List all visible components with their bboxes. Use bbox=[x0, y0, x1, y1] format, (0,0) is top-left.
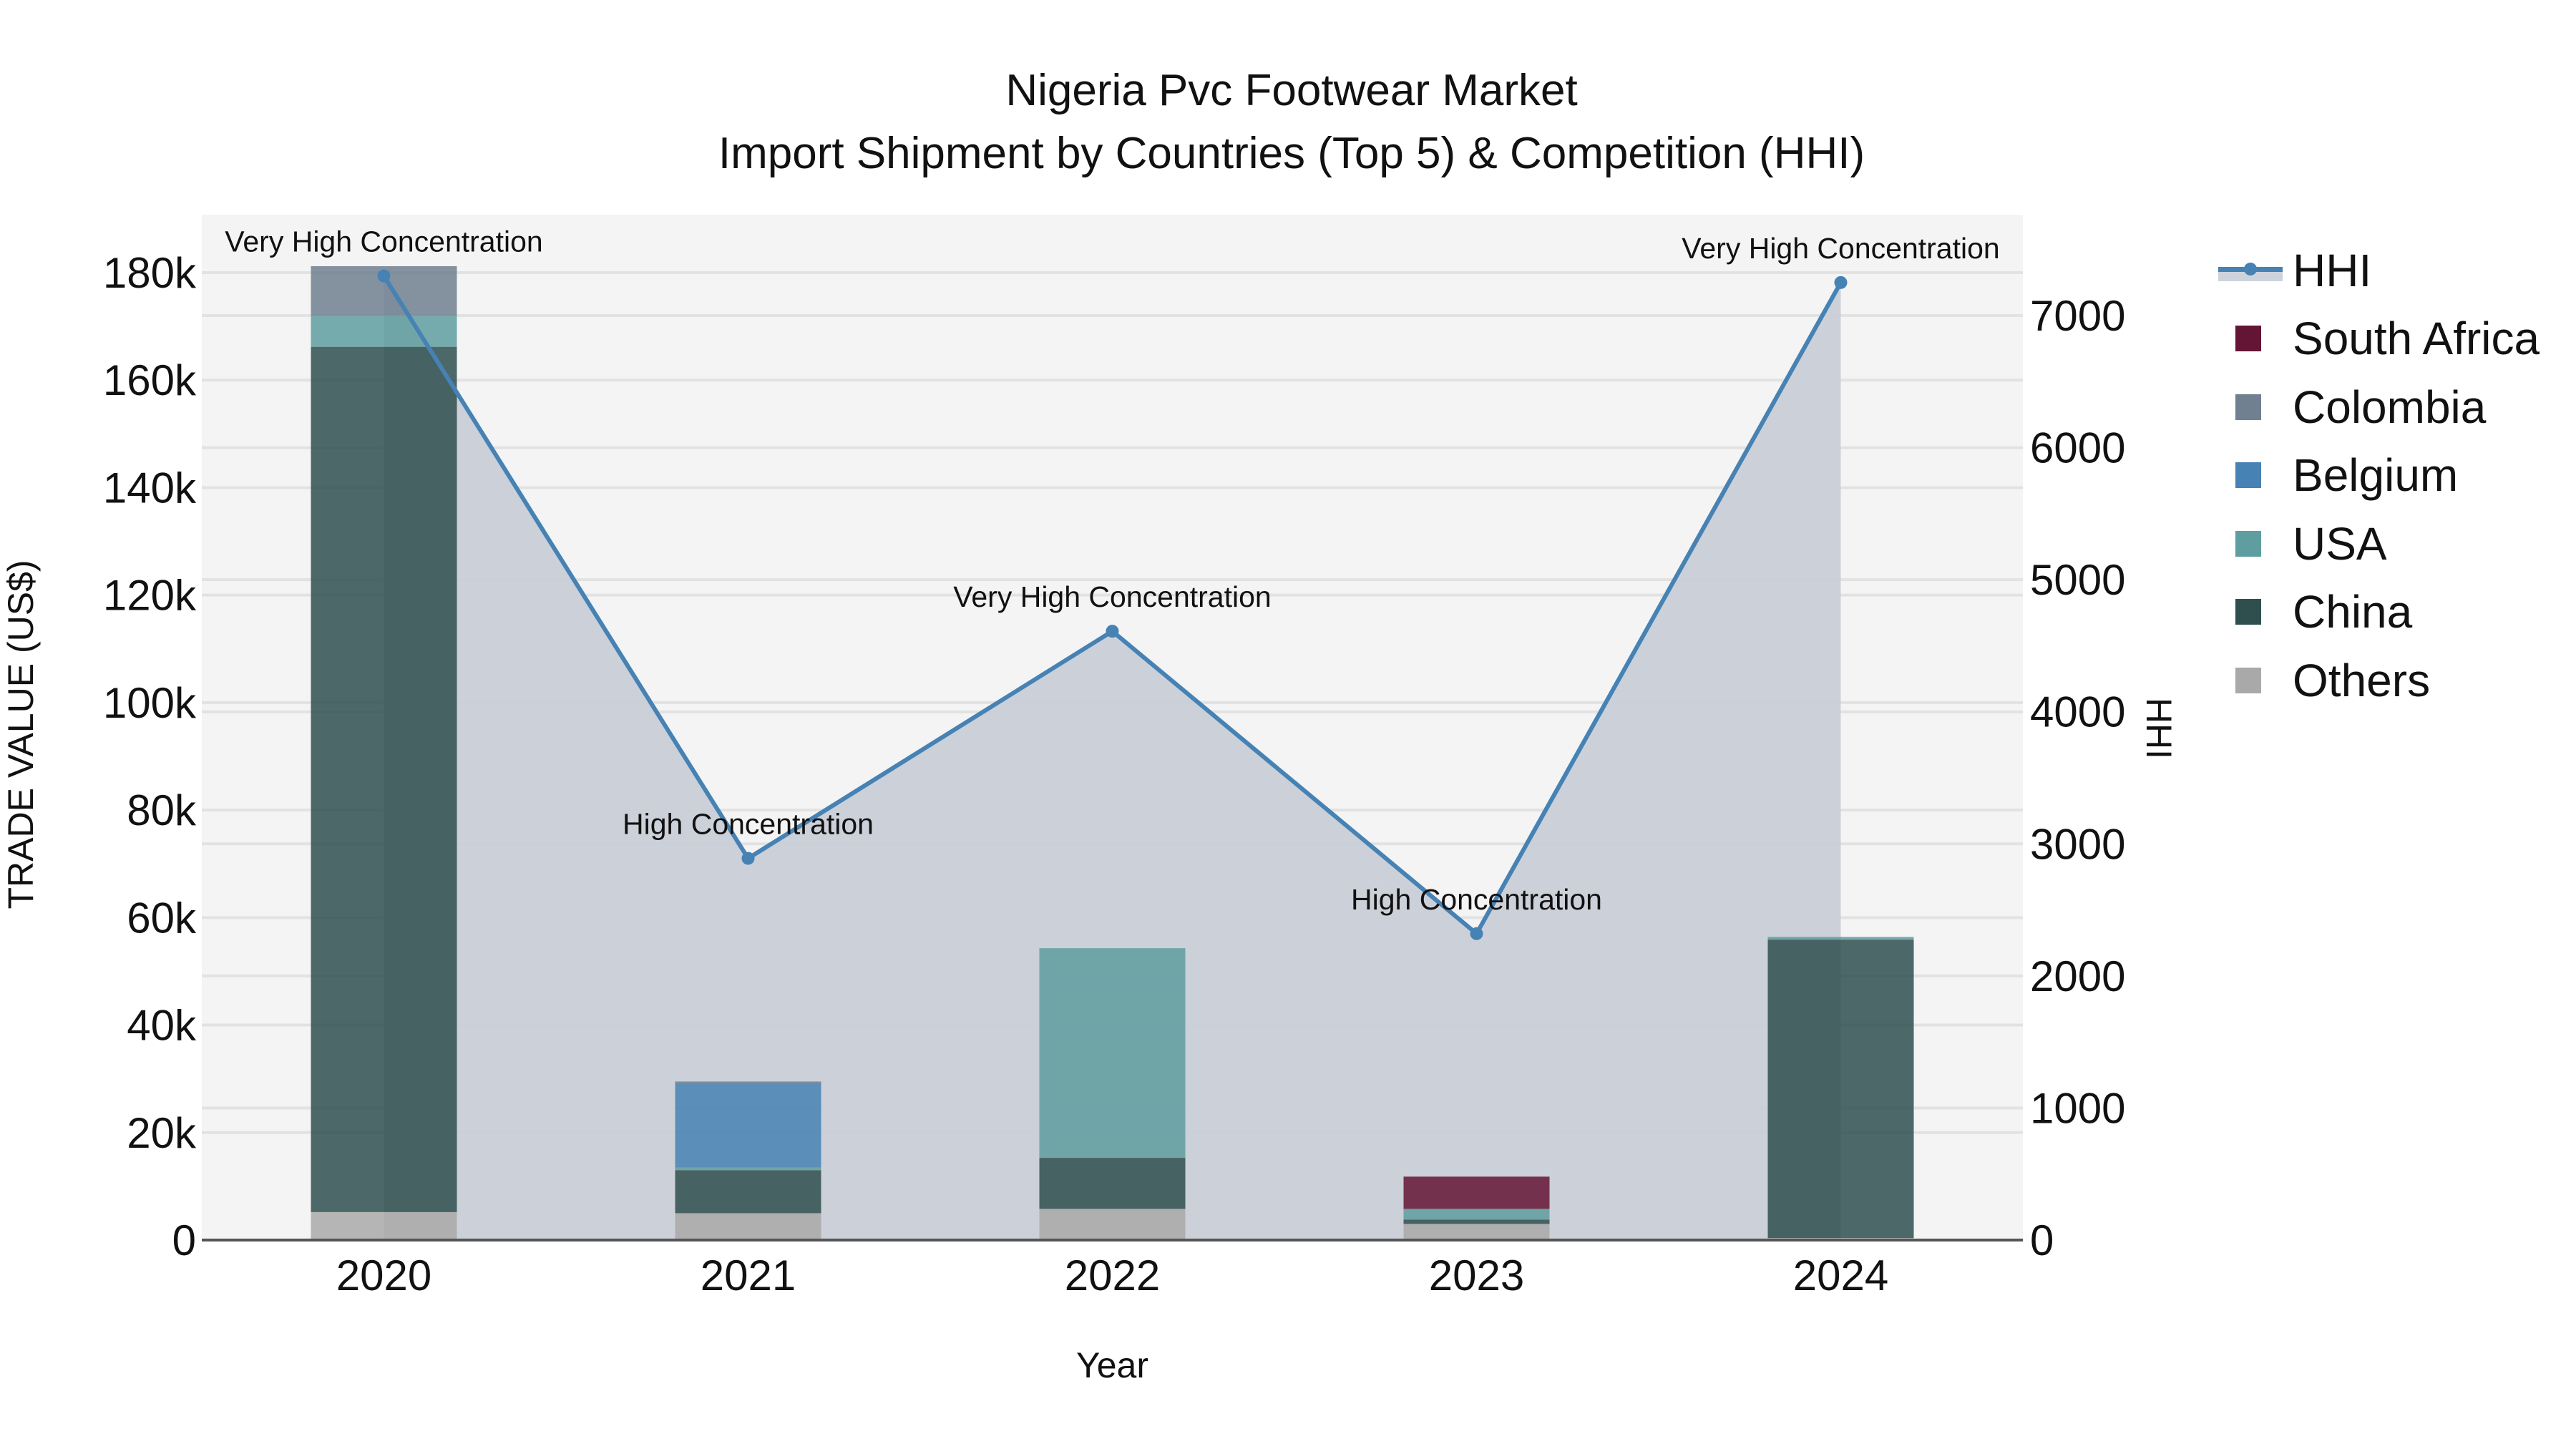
legend-item-south-africa[interactable]: South Africa bbox=[2218, 305, 2540, 374]
legend-item-hhi[interactable]: HHI bbox=[2218, 236, 2540, 305]
axes: 0 20k 40k 60k 80k 100k 120k 140k 160k 180k 0 1000 20… bbox=[1, 249, 2179, 1385]
svg-text:TRADE VALUE (US$): TRADE VALUE (US$) bbox=[1, 560, 41, 909]
hhi-annotation: Very High Concentration bbox=[225, 225, 542, 258]
bar-segment[interactable] bbox=[311, 316, 457, 347]
legend-item-belgium[interactable]: Belgium bbox=[2218, 441, 2540, 510]
bar-segment[interactable] bbox=[1403, 1219, 1550, 1224]
svg-text:7000: 7000 bbox=[2030, 292, 2125, 340]
legend-item-usa[interactable]: USA bbox=[2218, 509, 2540, 578]
legend-label: South Africa bbox=[2293, 313, 2540, 365]
svg-text:80k: 80k bbox=[127, 786, 197, 834]
svg-text:2021: 2021 bbox=[701, 1252, 796, 1299]
svg-text:180k: 180k bbox=[103, 249, 197, 297]
bar-segment[interactable] bbox=[675, 1170, 821, 1214]
bar-segment[interactable] bbox=[311, 346, 457, 1212]
bar-segment[interactable] bbox=[1039, 1209, 1186, 1240]
legend-label: HHI bbox=[2293, 244, 2372, 296]
legend-item-colombia[interactable]: Colombia bbox=[2218, 373, 2540, 441]
bar-segment[interactable] bbox=[675, 1167, 821, 1171]
svg-text:2022: 2022 bbox=[1065, 1252, 1160, 1299]
bar-segment[interactable] bbox=[1403, 1209, 1550, 1220]
hhi-annotation: High Concentration bbox=[1351, 883, 1602, 916]
stacked-bars bbox=[311, 265, 1914, 1240]
square-swatch-icon bbox=[2235, 394, 2261, 420]
square-swatch-icon bbox=[2235, 667, 2261, 693]
bar-segment[interactable] bbox=[1767, 937, 1914, 940]
svg-text:100k: 100k bbox=[103, 679, 197, 727]
svg-text:0: 0 bbox=[2030, 1216, 2054, 1264]
svg-text:2000: 2000 bbox=[2030, 952, 2125, 1000]
square-swatch-icon bbox=[2235, 326, 2261, 352]
svg-text:20k: 20k bbox=[127, 1109, 197, 1157]
bar-segment[interactable] bbox=[675, 1083, 821, 1168]
hhi-point[interactable] bbox=[1106, 625, 1119, 638]
svg-text:2020: 2020 bbox=[336, 1252, 431, 1299]
svg-text:4000: 4000 bbox=[2030, 688, 2125, 736]
legend-label: Colombia bbox=[2293, 381, 2487, 433]
svg-text:Year: Year bbox=[1076, 1345, 1148, 1385]
chart-title: Nigeria Pvc Footwear Market bbox=[1005, 66, 1578, 115]
hhi-annotations: Very High Concentration High Concentratio… bbox=[225, 225, 1999, 916]
hhi-line bbox=[377, 269, 1848, 940]
svg-text:3000: 3000 bbox=[2030, 820, 2125, 868]
legend-label: USA bbox=[2293, 517, 2387, 570]
bar-segment[interactable] bbox=[1403, 1176, 1550, 1209]
square-swatch-icon bbox=[2235, 599, 2261, 625]
bar-segment[interactable] bbox=[1039, 948, 1186, 1158]
hhi-point[interactable] bbox=[1470, 927, 1483, 940]
svg-text:40k: 40k bbox=[127, 1002, 197, 1050]
hhi-point[interactable] bbox=[741, 852, 755, 865]
svg-text:2024: 2024 bbox=[1793, 1252, 1888, 1299]
square-swatch-icon bbox=[2235, 530, 2261, 557]
line-marker-icon bbox=[2218, 260, 2283, 281]
hhi-annotation: Very High Concentration bbox=[1682, 232, 1999, 265]
square-swatch-icon bbox=[2235, 462, 2261, 489]
svg-text:5000: 5000 bbox=[2030, 556, 2125, 604]
hhi-area bbox=[384, 275, 1841, 1241]
svg-text:140k: 140k bbox=[103, 464, 197, 512]
svg-text:2023: 2023 bbox=[1429, 1252, 1524, 1299]
svg-text:60k: 60k bbox=[127, 894, 197, 942]
legend-label: Belgium bbox=[2293, 449, 2459, 502]
hhi-point[interactable] bbox=[377, 269, 391, 283]
bar-segment[interactable] bbox=[1403, 1224, 1550, 1240]
legend: HHI South Africa Colombia Belgium USA Ch… bbox=[2218, 236, 2540, 715]
bar-segment[interactable] bbox=[675, 1081, 821, 1083]
svg-text:HHI: HHI bbox=[2139, 698, 2179, 759]
legend-label: China bbox=[2293, 586, 2413, 638]
legend-item-china[interactable]: China bbox=[2218, 578, 2540, 647]
hhi-point[interactable] bbox=[1834, 275, 1848, 289]
chart-subtitle: Import Shipment by Countries (Top 5) & C… bbox=[718, 129, 1865, 178]
svg-text:160k: 160k bbox=[103, 356, 197, 404]
hhi-annotation: High Concentration bbox=[623, 808, 874, 841]
bar-segment[interactable] bbox=[311, 1211, 457, 1240]
svg-text:1000: 1000 bbox=[2030, 1084, 2125, 1132]
svg-text:120k: 120k bbox=[103, 572, 197, 620]
bar-segment[interactable] bbox=[1767, 940, 1914, 1238]
svg-text:0: 0 bbox=[172, 1216, 196, 1264]
legend-label: Others bbox=[2293, 654, 2431, 706]
legend-item-others[interactable]: Others bbox=[2218, 646, 2540, 715]
hhi-annotation: Very High Concentration bbox=[953, 580, 1271, 613]
bar-segment[interactable] bbox=[675, 1213, 821, 1240]
svg-text:6000: 6000 bbox=[2030, 424, 2125, 472]
bar-segment[interactable] bbox=[1039, 1158, 1186, 1209]
